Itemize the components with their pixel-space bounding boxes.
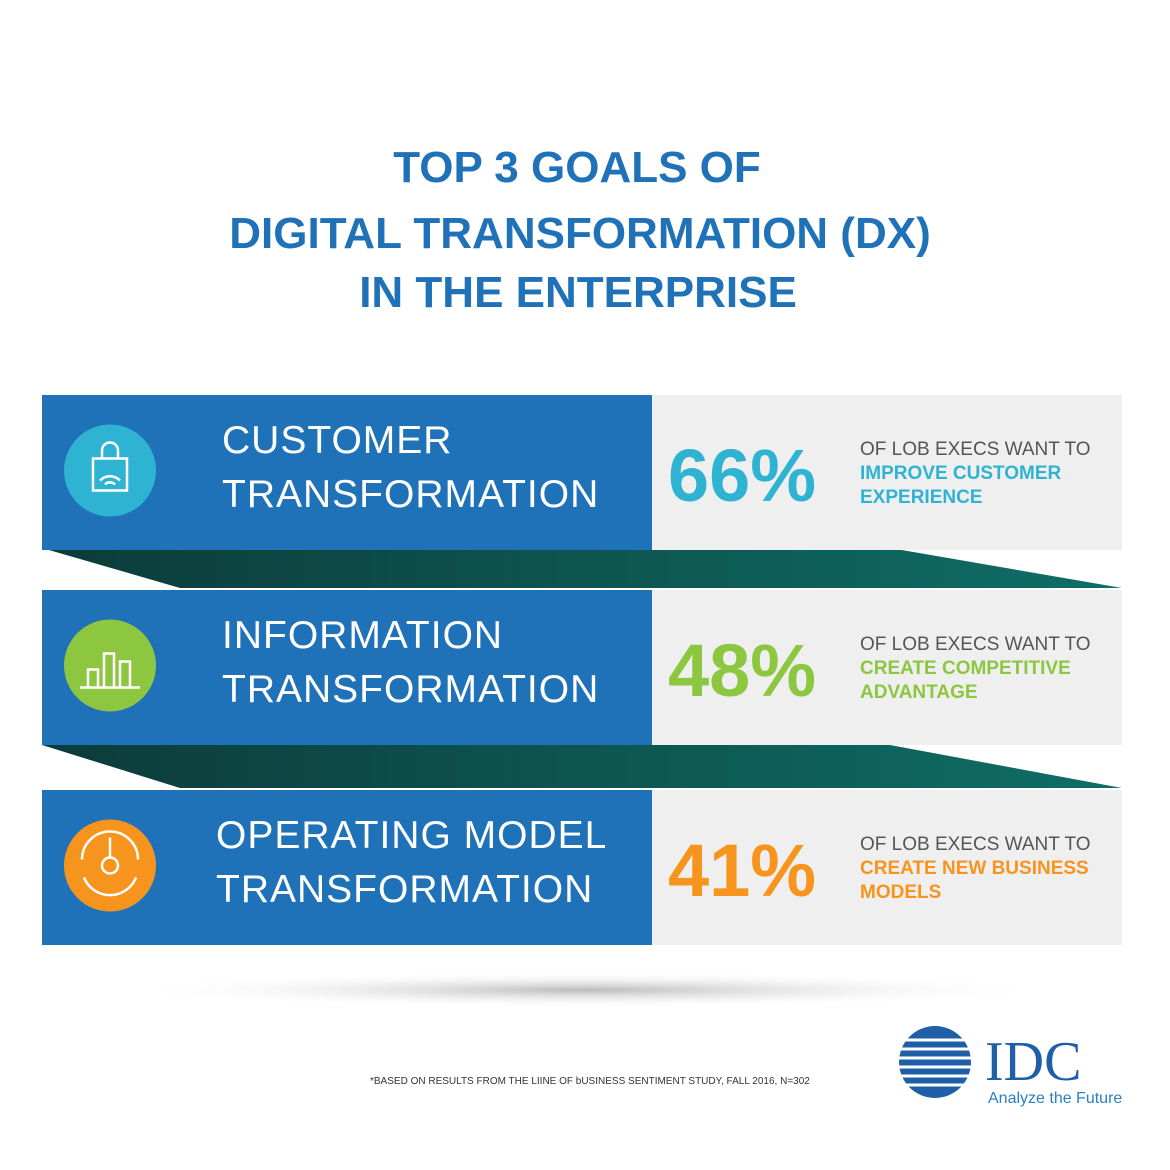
icon bbox=[80, 830, 140, 897]
row-label: TRANSFORMATION bbox=[216, 868, 593, 911]
title-line: IN THE ENTERPRISE bbox=[359, 268, 797, 317]
row-label: OPERATING MODEL bbox=[216, 814, 607, 857]
shadow bbox=[115, 972, 1055, 1008]
lead: OF LOB EXECS WANT TO bbox=[860, 834, 1091, 855]
rows: CUSTOMER TRANSFORMATION 66% OF LOB EXECS WA… bbox=[42, 395, 1122, 945]
ribbon bbox=[42, 745, 1122, 788]
title-line: DIGITAL TRANSFORMATION (DX) bbox=[229, 209, 931, 258]
idc-logo: IDC Analyze the Future bbox=[893, 1026, 1122, 1107]
logo-tagline: Analyze the Future bbox=[988, 1090, 1122, 1107]
row-label: CUSTOMER bbox=[222, 419, 452, 462]
stat-panel bbox=[652, 790, 1122, 945]
highlight: IMPROVE CUSTOMER bbox=[860, 463, 1062, 484]
percent: 48% bbox=[668, 629, 816, 712]
row-label: INFORMATION bbox=[222, 614, 503, 657]
icon-circle bbox=[64, 619, 156, 712]
stat-panel bbox=[652, 590, 1122, 745]
highlight: CREATE NEW BUSINESS bbox=[860, 858, 1089, 879]
footnote: *BASED ON RESULTS FROM THE LIINE OF bUSI… bbox=[370, 1076, 810, 1087]
logo-name: IDC bbox=[985, 1031, 1081, 1093]
stat-panel bbox=[652, 395, 1122, 550]
lead: OF LOB EXECS WANT TO bbox=[860, 439, 1091, 460]
highlight: ADVANTAGE bbox=[860, 682, 978, 703]
highlight: MODELS bbox=[860, 882, 941, 903]
title-line: TOP 3 GOALS OF bbox=[393, 143, 761, 192]
highlight: EXPERIENCE bbox=[860, 487, 982, 508]
row-label: TRANSFORMATION bbox=[222, 668, 599, 711]
icon bbox=[80, 652, 140, 689]
icon-circle bbox=[64, 819, 156, 912]
ribbon bbox=[42, 548, 1122, 588]
icon bbox=[91, 441, 129, 492]
percent: 66% bbox=[668, 434, 816, 517]
lead: OF LOB EXECS WANT TO bbox=[860, 634, 1091, 655]
row-label: TRANSFORMATION bbox=[222, 473, 599, 516]
icon-circle bbox=[64, 424, 156, 517]
highlight: CREATE COMPETITIVE bbox=[860, 658, 1071, 679]
percent: 41% bbox=[668, 829, 816, 912]
